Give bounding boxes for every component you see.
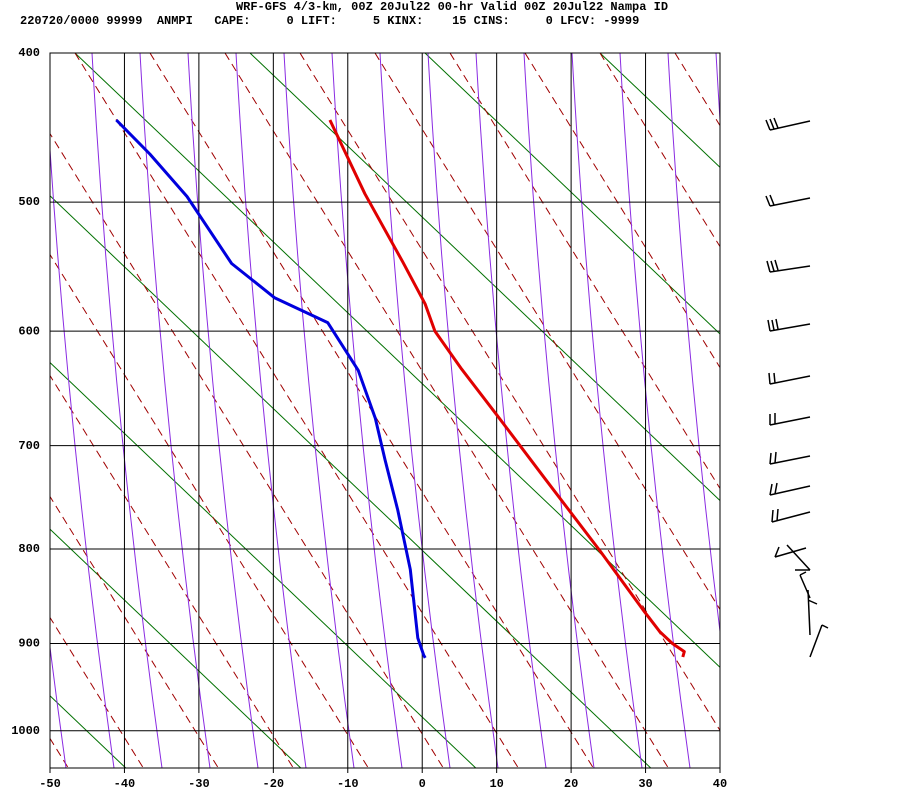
x-tick-label: -50 <box>39 777 61 791</box>
mixing-line <box>475 53 547 768</box>
wind-barb <box>767 318 811 332</box>
moist-adiabat <box>449 53 720 490</box>
y-tick-label: 700 <box>18 439 40 453</box>
x-tick-label: 30 <box>638 777 652 791</box>
profile-line <box>328 119 686 658</box>
x-tick-label: -40 <box>114 777 136 791</box>
background-lines <box>0 53 720 768</box>
wind-barb <box>786 544 811 571</box>
moist-adiabat <box>50 737 69 768</box>
y-tick-label: 500 <box>18 195 40 209</box>
y-tick-label: 900 <box>18 637 40 651</box>
mixing-line <box>50 142 115 768</box>
mixing-line <box>523 53 595 768</box>
wind-barb <box>771 508 811 523</box>
mixing-line <box>235 53 307 768</box>
y-tick-label: 800 <box>18 542 40 556</box>
wind-barb <box>769 413 811 426</box>
chart-title: WRF-GFS 4/3-km, 00Z 20Jul22 00-hr Valid … <box>236 0 668 14</box>
wind-barb <box>769 451 811 465</box>
wind-barb <box>766 259 811 273</box>
moist-adiabat <box>50 132 444 768</box>
dry-adiabat <box>50 361 477 768</box>
mixing-line <box>283 53 355 768</box>
dry-adiabat <box>249 53 720 502</box>
dry-adiabat <box>74 53 720 668</box>
plot-frame <box>49 52 721 769</box>
wind-barbs <box>765 117 829 658</box>
moist-adiabat <box>674 53 720 127</box>
mixing-line <box>379 53 451 768</box>
x-tick-label: -10 <box>337 777 359 791</box>
wind-barb <box>765 117 811 131</box>
wind-barb <box>769 482 811 496</box>
moist-adiabat <box>50 253 369 768</box>
moist-adiabat <box>374 53 720 611</box>
mixing-line <box>619 53 691 768</box>
wind-barb <box>807 589 818 636</box>
moist-adiabat <box>50 495 219 768</box>
mixing-line <box>427 53 499 768</box>
x-tick-label: -20 <box>263 777 285 791</box>
moist-adiabat <box>299 53 720 732</box>
dry-adiabat <box>424 53 720 335</box>
moist-adiabat <box>224 53 669 768</box>
mixing-line <box>91 53 163 768</box>
y-tick-label: 600 <box>18 324 40 338</box>
y-tick-label: 400 <box>18 46 40 60</box>
wind-barb <box>765 194 811 207</box>
wind-barb <box>768 372 811 385</box>
mixing-line <box>139 53 211 768</box>
chart-subtitle: 220720/0000 99999 ANMPI CAPE: 0 LIFT: 5 … <box>20 14 639 28</box>
y-tick-label: 1000 <box>11 724 40 738</box>
x-tick-label: -30 <box>188 777 210 791</box>
mixing-line <box>187 53 259 768</box>
profile-line <box>115 118 427 659</box>
moist-adiabat <box>74 53 519 768</box>
dry-adiabat <box>50 695 127 768</box>
mixing-line <box>331 53 403 768</box>
wind-barb <box>809 624 829 658</box>
x-tick-label: 10 <box>489 777 503 791</box>
moist-adiabat <box>599 53 720 248</box>
x-tick-label: 20 <box>564 777 578 791</box>
mixing-line <box>667 53 720 636</box>
mixing-line <box>50 643 67 768</box>
dry-adiabat <box>599 53 720 168</box>
mixing-line <box>0 53 18 768</box>
wind-barb <box>774 546 807 558</box>
dry-adiabat <box>50 195 652 768</box>
mixing-line <box>715 53 720 128</box>
dry-adiabat <box>50 528 302 768</box>
mixing-line <box>571 53 643 768</box>
x-tick-label: 0 <box>419 777 426 791</box>
x-tick-label: 40 <box>713 777 727 791</box>
